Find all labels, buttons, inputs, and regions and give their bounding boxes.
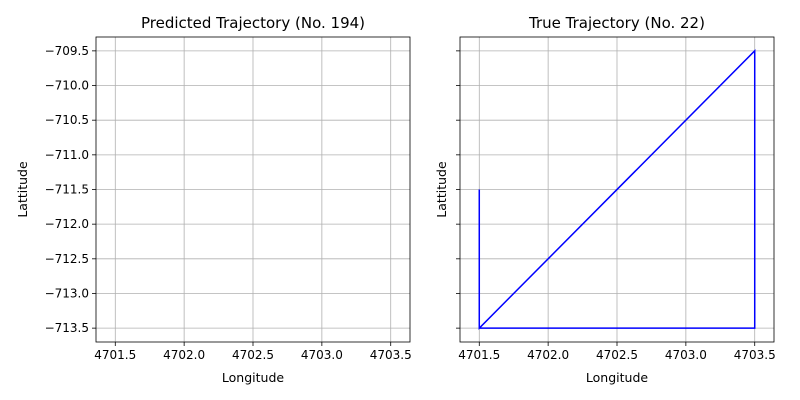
chart-title: Predicted Trajectory (No. 194) bbox=[141, 14, 365, 32]
y-tick-label: −711.5 bbox=[45, 183, 89, 197]
x-tick-label: 4702.0 bbox=[163, 348, 205, 362]
y-tick-label: −712.0 bbox=[45, 217, 89, 231]
x-tick-label: 4703.5 bbox=[370, 348, 412, 362]
y-tick-label: −710.0 bbox=[45, 79, 89, 93]
x-tick-label: 4701.5 bbox=[458, 348, 500, 362]
y-axis-label: Lattitude bbox=[15, 161, 30, 218]
x-axis-label: Longitude bbox=[222, 370, 284, 385]
y-tick-label: −709.5 bbox=[45, 44, 89, 58]
trajectory-line-0 bbox=[478, 49, 756, 330]
x-tick-label: 4702.0 bbox=[527, 348, 569, 362]
y-tick-label: −711.0 bbox=[45, 148, 89, 162]
y-tick-label: −710.5 bbox=[45, 113, 89, 127]
x-axis-label: Longitude bbox=[586, 370, 648, 385]
y-axis-label: Lattitude bbox=[434, 161, 449, 218]
chart-title: True Trajectory (No. 22) bbox=[528, 14, 705, 32]
y-tick-label: −713.5 bbox=[45, 321, 89, 335]
x-tick-label: 4701.5 bbox=[94, 348, 136, 362]
true-trajectory-chart: 4701.5 4702.0 4702.5 4703.0 4703.5 True Traje… bbox=[434, 14, 776, 385]
y-tick-label: −713.0 bbox=[45, 286, 89, 300]
x-tick-label: 4703.5 bbox=[734, 348, 776, 362]
x-tick-label: 4702.5 bbox=[596, 348, 638, 362]
predicted-trajectory-chart: 4701.5 4702.0 4702.5 4703.0 4703.5 −713.5 −713… bbox=[15, 14, 412, 385]
y-tick-label: −712.5 bbox=[45, 252, 89, 266]
x-tick-label: 4703.0 bbox=[301, 348, 343, 362]
x-tick-label: 4702.5 bbox=[232, 348, 274, 362]
x-tick-label: 4703.0 bbox=[665, 348, 707, 362]
